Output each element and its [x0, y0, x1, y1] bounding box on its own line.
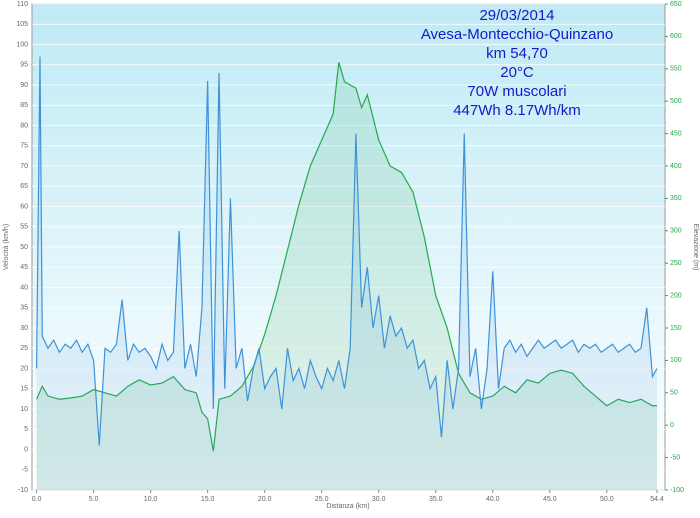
y2-tick-label: -50: [670, 454, 680, 461]
annotation: 70W muscolari: [467, 83, 566, 100]
y2-tick-label: 200: [670, 292, 682, 299]
x-tick-label: 45.0: [543, 496, 557, 503]
x-tick-label: 25.0: [315, 496, 329, 503]
y-tick-label: 10: [20, 406, 28, 413]
area: [36, 56, 658, 491]
y2-axis-label: Elevazione (m): [692, 224, 699, 271]
y-tick-label: 60: [20, 203, 28, 210]
y2-tick-label: 450: [670, 130, 682, 137]
y2-tick-label: 0: [670, 422, 674, 429]
y-tick-label: 0: [24, 446, 28, 453]
x-tick-label: 5.0: [89, 496, 99, 503]
line: [36, 62, 658, 452]
x-tick-label: 50.0: [600, 496, 614, 503]
x-tick-label: 30.0: [372, 496, 386, 503]
y-tick-label: 100: [16, 41, 28, 48]
x-tick-label: 35.0: [429, 496, 443, 503]
y-tick-label: 95: [20, 62, 28, 69]
y-tick-label: 110: [17, 1, 28, 8]
y2-tick-label: 350: [670, 195, 682, 202]
x-tick-label: 0.0: [32, 496, 42, 503]
y-tick-label: 50: [20, 244, 28, 251]
y-tick-label: 90: [20, 82, 28, 89]
y-tick-label: 35: [20, 305, 28, 312]
y-tick-label: 20: [20, 365, 28, 372]
y-tick-label: 40: [20, 284, 28, 291]
y-tick-label: 85: [20, 102, 28, 109]
y2-tick-label: 150: [670, 325, 682, 332]
annotation: km 54,70: [486, 45, 548, 62]
y-tick-label: 105: [16, 21, 28, 28]
y-tick-label: 55: [20, 224, 28, 231]
y-tick-label: 70: [20, 163, 28, 170]
y2-tick-label: -100: [670, 487, 684, 494]
y2-tick-label: 250: [670, 260, 682, 267]
annotation: 20°C: [500, 64, 534, 81]
y-tick-label: -5: [22, 467, 28, 474]
x-tick-label: 40.0: [486, 496, 500, 503]
y2-tick-label: 600: [670, 33, 682, 40]
y-tick-label: 80: [20, 122, 28, 129]
y-tick-label: 15: [20, 386, 28, 393]
x-tick-label: 15.0: [201, 496, 215, 503]
y2-tick-label: 550: [670, 66, 682, 73]
y-axis-label: Velocità (km/h): [3, 224, 10, 270]
annotation: Avesa-Montecchio-Quinzano: [421, 26, 613, 43]
y-tick-label: 75: [20, 143, 28, 150]
y-tick-label: 45: [20, 264, 28, 271]
x-tick-label: 20.0: [258, 496, 272, 503]
y-tick-label: 5: [24, 426, 28, 433]
y2-tick-label: 500: [670, 98, 682, 105]
y-tick-label: -10: [18, 487, 28, 494]
y-tick-label: 25: [20, 345, 28, 352]
x-axis-label: Distanza (km): [326, 503, 369, 510]
annotation: 29/03/2014: [479, 7, 554, 24]
y2-tick-label: 650: [670, 1, 682, 8]
y2-tick-label: 100: [670, 357, 682, 364]
x-tick-label: 10.0: [144, 496, 158, 503]
annotation: 447Wh 8.17Wh/km: [453, 102, 581, 119]
x-tick-label: 54.4: [650, 496, 664, 503]
y2-tick-label: 50: [670, 390, 678, 397]
y2-tick-label: 400: [670, 163, 682, 170]
y-tick-label: 30: [20, 325, 28, 332]
y-tick-label: 65: [20, 183, 28, 190]
y2-tick-label: 300: [670, 228, 682, 235]
area: [36, 62, 658, 490]
line: [35, 56, 658, 446]
